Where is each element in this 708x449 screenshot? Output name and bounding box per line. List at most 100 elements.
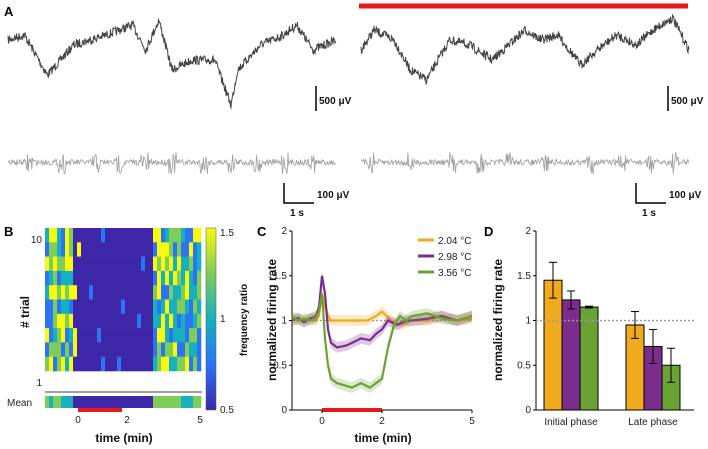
heatmap-cell: [161, 242, 166, 257]
heatmap-cell: [133, 328, 138, 343]
heatmap-cell: [185, 356, 190, 372]
heatmap-cell: [89, 228, 94, 243]
d-y-tick-label: 1: [525, 316, 531, 327]
heatmap-cell: [153, 313, 158, 329]
heatmap-cell: [109, 299, 114, 315]
heatmap-cell: [157, 299, 162, 315]
heatmap-cell: [153, 299, 158, 315]
heatmap-cell: [101, 285, 106, 300]
heatmap-cell: [181, 356, 186, 372]
heatmap-cell: [49, 356, 54, 372]
heatmap-cell: [53, 270, 58, 286]
heatmap-cell: [97, 328, 102, 343]
heatmap-cell: [173, 285, 178, 300]
heatmap-cell: [161, 328, 166, 343]
heatmap-cell: [121, 228, 126, 243]
mean-cell: [65, 396, 70, 408]
heatmap-cell: [169, 270, 174, 286]
heatmap-cell: [153, 256, 158, 272]
heatmap-cell: [157, 285, 162, 300]
heatmap-cell: [165, 313, 170, 329]
heatmap-cell: [161, 228, 166, 243]
heatmap-cell: [169, 356, 174, 372]
heatmap-cell: [73, 328, 78, 343]
heatmap-cell: [61, 285, 66, 300]
time-scale-left: 1 s: [290, 208, 304, 219]
mean-cell: [185, 396, 190, 408]
heatmap-ylabel: # trial: [18, 296, 32, 328]
heatmap-cell: [141, 299, 146, 315]
mean-cell: [49, 396, 54, 408]
heatmap-cell: [149, 228, 154, 243]
heatmap-cell: [189, 270, 194, 286]
heatmap-cell: [65, 242, 70, 257]
heatmap-cell: [189, 328, 194, 343]
heatmap-cell: [109, 270, 114, 286]
heatmap-cell: [85, 313, 90, 329]
mean-cell: [61, 396, 66, 408]
heatmap-cell: [121, 256, 126, 272]
heatmap-cell: [129, 299, 134, 315]
heatmap-cell: [53, 313, 58, 329]
heatmap-cell: [161, 313, 166, 329]
colorbar-label: frequency ratio: [239, 284, 250, 356]
heatmap-cell: [185, 285, 190, 300]
heatmap-cell: [165, 299, 170, 315]
heatmap-cell: [125, 256, 130, 272]
heatmap-cell: [125, 356, 130, 372]
heatmap-cell: [49, 242, 54, 257]
mean-row-label: Mean: [7, 398, 32, 409]
heatmap-cell: [81, 285, 86, 300]
heatmap-cell: [113, 285, 118, 300]
heatmap-cell: [141, 242, 146, 257]
mean-cell: [189, 396, 194, 408]
heatmap-cell: [109, 328, 114, 343]
heatmap-cell: [157, 342, 162, 357]
heatmap-cell: [145, 256, 150, 272]
heatmap-cell: [145, 285, 150, 300]
heatmap-cell: [69, 256, 74, 272]
heatmap-cell: [149, 242, 154, 257]
panel-label-b: B: [4, 224, 13, 239]
heatmap-cell: [145, 356, 150, 372]
heatmap-cell: [53, 328, 58, 343]
heatmap-cell: [165, 270, 170, 286]
firing-rate-line-chart: 0 0.5 1 1.5 2 0 2 5 time (min) normalized firing …: [265, 226, 475, 445]
heatmap-cell: [145, 270, 150, 286]
heatmap-cell: [125, 342, 130, 357]
heatmap-cell: [149, 285, 154, 300]
trial-tick-1: 1: [36, 378, 42, 389]
heatmap-cell: [81, 270, 86, 286]
heatmap-cell: [73, 242, 78, 257]
heatmap-cell: [117, 356, 122, 372]
heatmap-cell: [93, 299, 98, 315]
heatmap-cell: [73, 256, 78, 272]
c-y-tick-label: 1: [281, 316, 287, 327]
heatmap-cell: [125, 242, 130, 257]
heatmap-cell: [157, 228, 162, 243]
heatmap-cell: [137, 313, 142, 329]
heatmap-cell: [117, 256, 122, 272]
heatmap-cell: [149, 313, 154, 329]
heatmap-cell: [197, 328, 202, 343]
heatmap-cell: [189, 256, 194, 272]
heatmap-cell: [149, 342, 154, 357]
heatmap-cell: [185, 299, 190, 315]
mean-cell: [97, 396, 102, 408]
heatmap-cell: [169, 328, 174, 343]
heatmap-xtick-0: 0: [75, 415, 81, 426]
heatmap-cell: [197, 299, 202, 315]
heatmap-cell: [57, 342, 62, 357]
heatmap-cell: [129, 228, 134, 243]
heatmap-cell: [89, 256, 94, 272]
heatmap-cell: [197, 342, 202, 357]
heatmap-cell: [189, 299, 194, 315]
heatmap-cell: [141, 342, 146, 357]
heatmap-cell: [173, 328, 178, 343]
heatmap-cell: [113, 299, 118, 315]
mean-cell: [141, 396, 146, 408]
heatmap-cell: [193, 328, 198, 343]
heatmap-cell: [181, 328, 186, 343]
mean-cell: [157, 396, 162, 408]
mean-cell: [165, 396, 170, 408]
